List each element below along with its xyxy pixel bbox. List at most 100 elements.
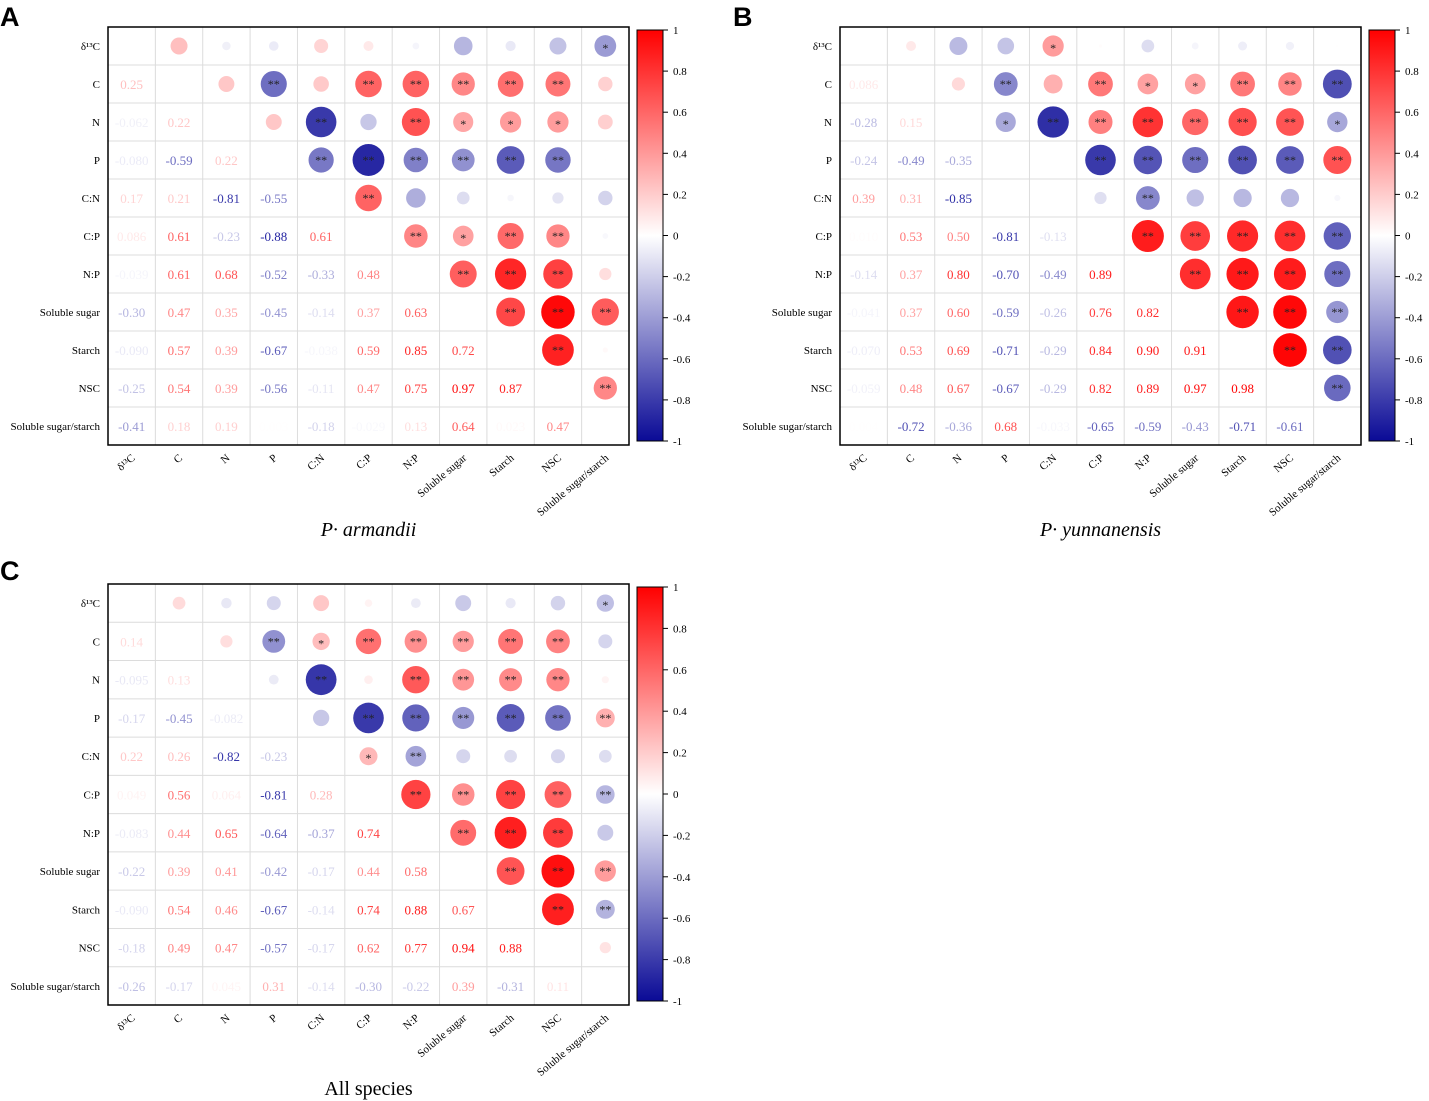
significance-mark: ** [1189,115,1201,129]
correlation-value: -0.56 [260,381,288,396]
correlation-circle [1191,42,1199,50]
column-label: N:P [401,1012,422,1032]
correlation-value: 0.98 [1231,381,1254,396]
significance-mark: ** [315,673,327,687]
correlation-circle [1323,222,1352,250]
correlation-value: 0.46 [215,902,238,917]
correlation-value: -0.28 [850,115,877,130]
correlation-circle [549,37,567,55]
correlation-circle [1141,39,1155,53]
correlation-value: -0.67 [260,902,288,917]
correlation-circle [507,194,514,202]
significance-mark: ** [1095,153,1107,167]
significance-mark: ** [1284,153,1296,167]
correlation-circle [993,72,1018,96]
significance-mark: ** [410,77,422,91]
colorbar [636,29,664,442]
correlation-circle [495,779,526,810]
correlation-value: 0.89 [1136,381,1159,396]
correlation-value: 0.80 [947,267,970,282]
colorbar-tick-label: -0.6 [673,354,691,366]
correlation-circle [497,222,524,250]
significance-mark: ** [1000,77,1012,91]
correlation-circle [602,233,609,239]
row-label: Soluble sugar/starch [10,421,100,433]
row-label: P [94,713,100,725]
correlation-circle [1180,221,1211,251]
correlation-circle [1226,295,1259,329]
row-label: N [824,117,832,129]
correlation-circle [594,35,617,57]
correlation-circle [364,599,373,607]
correlation-value: -0.49 [897,153,924,168]
correlation-value: 0.53 [900,229,923,244]
correlation-value: 0.39 [452,979,475,994]
significance-mark: ** [1237,115,1249,129]
correlation-value: 0.22 [168,115,191,130]
colorbar-tick-label: 0 [673,231,679,243]
correlation-value: -0.082 [210,711,244,726]
correlation-value: 0.004 [849,419,879,434]
correlation-circle [545,705,571,731]
significance-mark: * [1334,117,1340,131]
significance-mark: * [460,231,466,245]
correlation-value: 0.31 [900,191,923,206]
correlation-circle [546,224,570,248]
correlation-value: 0.57 [168,343,191,358]
correlation-circle [450,819,477,846]
correlation-circle [355,70,382,98]
correlation-value: 0.61 [168,267,191,282]
column-label: Starch [1219,452,1249,480]
significance-mark: ** [1237,267,1249,281]
correlation-circle [499,111,522,133]
correlation-value: 0.0006 [988,191,1024,206]
significance-mark: ** [505,153,517,167]
significance-mark: ** [1331,153,1343,167]
correlation-circle [359,747,378,766]
correlation-value: 0.61 [310,229,333,244]
significance-mark: ** [1331,229,1343,243]
significance-mark: ** [599,864,611,878]
correlation-value: 0.023 [496,419,525,434]
correlation-circle [599,941,611,954]
correlation-circle [451,72,475,96]
correlation-value: 0.53 [900,343,923,358]
correlation-value: 0.44 [357,864,380,879]
correlation-value: 0.47 [357,381,380,396]
column-label: NSC [540,452,564,475]
correlation-value: -0.33 [308,267,335,282]
correlation-value: 0.77 [404,941,427,956]
row-label: N [92,675,100,687]
significance-mark: * [508,117,514,131]
column-label: C:N [1037,452,1059,473]
correlation-circle [601,676,609,684]
correlation-circle [452,225,474,247]
correlation-value: -0.57 [260,941,288,956]
significance-mark: ** [1189,229,1201,243]
correlation-circle [406,188,426,208]
correlation-circle [1230,71,1255,97]
correlation-circle [1326,300,1349,324]
significance-mark: ** [1237,153,1249,167]
significance-mark: ** [457,153,469,167]
colorbar [1368,29,1396,442]
row-label: Soluble sugar/starch [10,981,100,993]
significance-mark: ** [268,77,280,91]
correlation-circle [363,41,374,51]
correlation-circle [544,781,572,808]
column-label: N:P [1133,452,1154,472]
correlation-value: -0.14 [308,979,336,994]
correlation-value: 0.74 [357,902,380,917]
column-label: Soluble sugar [1147,452,1201,500]
correlation-value: 0.19 [215,419,238,434]
significance-mark: ** [1284,267,1296,281]
significance-mark: ** [1142,191,1154,205]
correlation-value: -0.85 [945,191,972,206]
significance-mark: * [1050,41,1056,55]
correlation-value: 0.31 [262,979,285,994]
correlation-value: -0.26 [118,979,146,994]
correlation-value: -0.64 [260,826,288,841]
correlation-value: -0.35 [945,153,972,168]
correlation-value: 0.63 [404,305,427,320]
correlation-circle [268,41,279,51]
